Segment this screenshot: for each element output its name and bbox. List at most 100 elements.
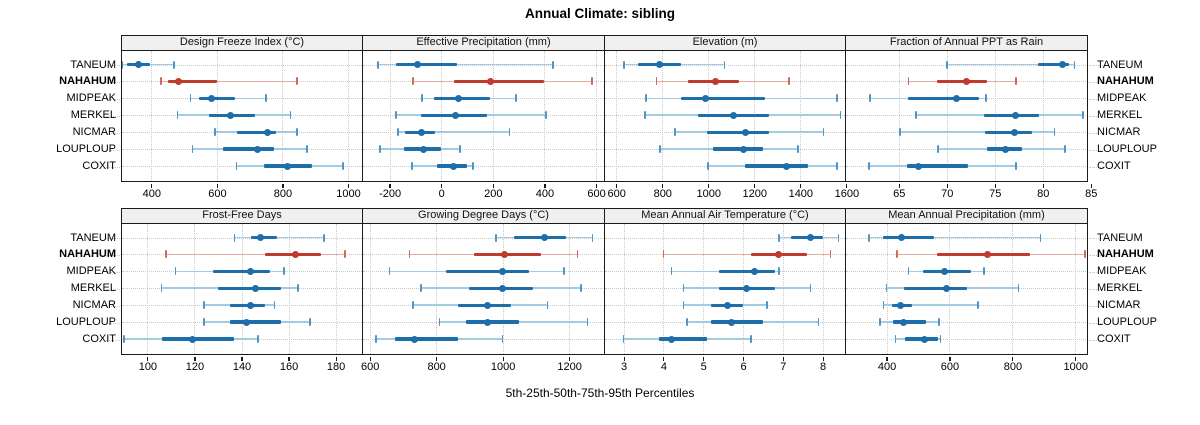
interquartile-bar <box>903 286 967 290</box>
whisker-cap <box>898 128 901 137</box>
axis-tick <box>282 183 284 188</box>
whisker-cap <box>1017 284 1020 293</box>
whisker-cap <box>508 128 511 137</box>
interquartile-bar <box>985 130 1033 134</box>
axis-tick <box>886 356 888 361</box>
axis-tick <box>949 356 951 361</box>
interquartile-bar <box>707 130 770 134</box>
interquartile-bar <box>514 235 566 240</box>
site-label-left: NAHAHUM <box>59 248 116 261</box>
interquartile-bar <box>659 337 708 341</box>
site-label-left: COXIT <box>82 333 116 345</box>
row-gridline <box>363 149 603 151</box>
interquartile-bar <box>223 147 275 151</box>
panel-plot <box>362 222 605 355</box>
whisker-cap <box>203 301 205 310</box>
whisker-cap <box>308 318 311 327</box>
axis-tick-label: 7 <box>780 360 787 373</box>
median-dot <box>484 318 492 326</box>
site-label-left: LOUPLOUP <box>56 143 116 156</box>
whisker-cap <box>397 128 399 137</box>
axis-tick-label: 100 <box>138 360 158 373</box>
whisker-cap <box>659 145 661 154</box>
whisker-cap <box>707 162 710 170</box>
interquartile-bar <box>161 337 235 341</box>
axis-tick-label: 600 <box>940 360 960 373</box>
whisker-cap <box>778 267 780 276</box>
axis-tick-label: 400 <box>535 187 555 200</box>
percentile-range-line <box>234 236 324 239</box>
axis-tick <box>389 183 391 188</box>
axis-tick-label: 0 <box>438 187 445 200</box>
median-dot <box>417 128 425 136</box>
axis-tick <box>147 356 149 361</box>
median-dot <box>254 145 262 153</box>
interquartile-bar <box>466 320 520 324</box>
whisker-cap <box>1082 111 1084 120</box>
interquartile-bar <box>250 235 277 240</box>
whisker-cap <box>296 77 299 86</box>
axis-tick-label: 8 <box>820 360 827 373</box>
x-axis-caption: 5th-25th-50th-75th-95th Percentiles <box>505 386 695 400</box>
whisker-cap <box>1015 77 1017 86</box>
median-dot <box>942 284 950 292</box>
axis-tick-label: 600 <box>208 187 227 200</box>
whisker-cap <box>836 162 838 170</box>
axis-tick-label: 800 <box>1003 360 1023 373</box>
whisker-cap <box>885 284 888 293</box>
whisker-cap <box>837 233 840 242</box>
whisker-cap <box>1053 128 1056 137</box>
site-label-left: MERKEL <box>70 109 116 122</box>
whisker-cap <box>176 111 179 120</box>
interquartile-bar <box>213 269 270 273</box>
whisker-cap <box>395 111 397 120</box>
whisker-cap <box>297 284 299 293</box>
row-gridline-stub <box>106 305 120 307</box>
whisker-cap <box>544 111 547 120</box>
median-dot <box>667 335 675 343</box>
panel-title: Effective Precipitation (mm) <box>416 36 551 48</box>
axis-tick-label: 85 <box>1085 187 1098 200</box>
percentile-range-line <box>397 131 510 133</box>
whisker-cap <box>1064 145 1066 154</box>
whisker-cap <box>976 301 979 310</box>
whisker-cap <box>296 128 299 137</box>
interquartile-bar <box>454 79 545 83</box>
whisker-cap <box>546 301 549 310</box>
median-dot <box>411 335 419 343</box>
axis-tick <box>347 183 350 188</box>
interquartile-bar <box>1038 62 1069 67</box>
whisker-cap <box>817 318 820 327</box>
whisker-cap <box>472 162 474 170</box>
panel-title: Design Freeze Index (°C) <box>179 36 305 48</box>
site-label-right: NICMAR <box>1097 299 1141 312</box>
row-gridline-stub <box>106 65 120 66</box>
percentile-range-line <box>161 80 298 83</box>
whisker-cap <box>420 284 422 293</box>
whisker-cap <box>257 335 259 343</box>
whisker-cap <box>1073 60 1076 69</box>
whisker-cap <box>189 94 192 103</box>
interquartile-bar <box>229 303 266 307</box>
row-gridline-stub <box>1088 65 1105 66</box>
axis-tick <box>782 356 784 361</box>
whisker-cap <box>191 145 194 154</box>
interquartile-bar <box>883 235 934 240</box>
site-label-right: MERKEL <box>1097 282 1143 295</box>
site-label-right: COXIT <box>1097 160 1131 172</box>
row-gridline-stub <box>1088 305 1105 307</box>
row-gridline-stub <box>1088 115 1105 117</box>
median-dot <box>941 267 949 275</box>
whisker-cap <box>591 233 594 242</box>
whisker-cap <box>344 250 346 259</box>
axis-tick-label: 75 <box>989 187 1002 200</box>
median-dot <box>247 301 255 309</box>
panel-title: Fraction of Annual PPT as Rain <box>889 36 1044 48</box>
percentile-range-line <box>883 304 978 306</box>
whisker-cap <box>686 318 689 327</box>
site-label-left: MERKEL <box>70 282 116 295</box>
axis-tick-label: 600 <box>607 187 626 200</box>
site-label-left: COXIT <box>82 160 116 172</box>
interquartile-bar <box>446 269 530 273</box>
panel-plot <box>120 222 364 355</box>
